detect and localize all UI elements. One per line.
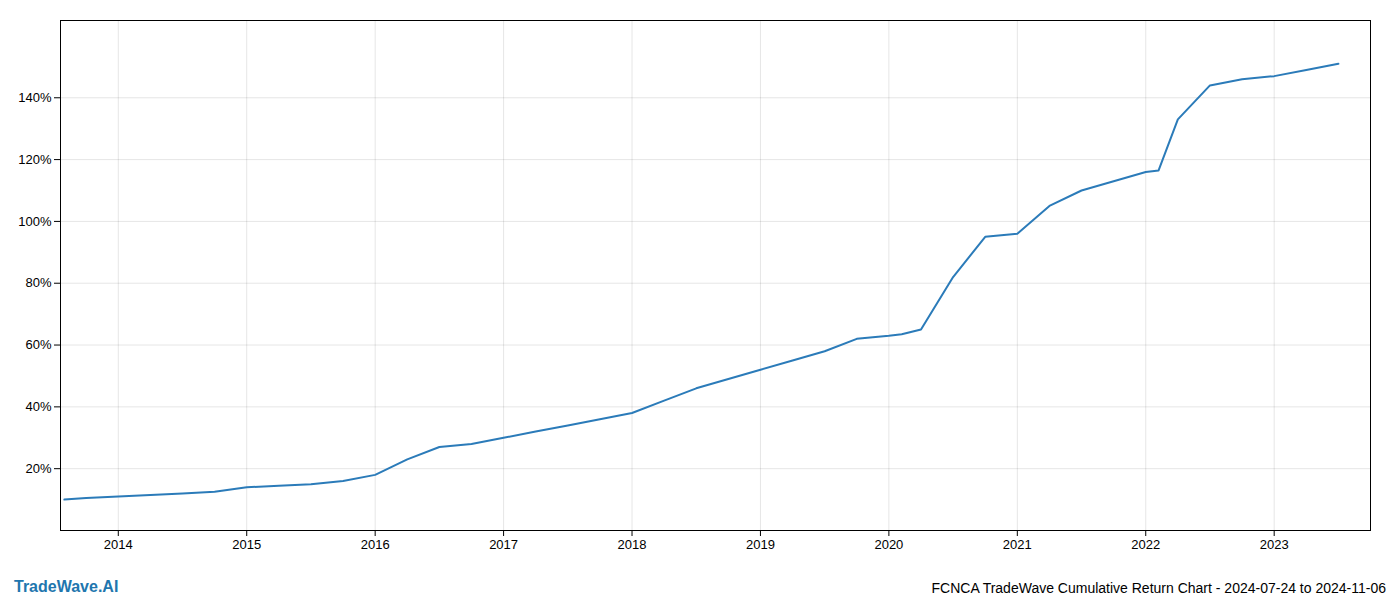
html-text:TradeWave.AI: TradeWave.AI bbox=[14, 578, 119, 595]
svg-text:20%: 20% bbox=[25, 461, 51, 476]
svg-text:2018: 2018 bbox=[618, 537, 647, 552]
svg-text:60%: 60% bbox=[25, 337, 51, 352]
svg-text:2019: 2019 bbox=[746, 537, 775, 552]
svg-text:2021: 2021 bbox=[1003, 537, 1032, 552]
svg-text:2020: 2020 bbox=[874, 537, 903, 552]
svg-text:120%: 120% bbox=[18, 152, 52, 167]
svg-text:2017: 2017 bbox=[489, 537, 518, 552]
html-text:FCNCA TradeWave Cumulative Ret: FCNCA TradeWave Cumulative Return Chart … bbox=[931, 580, 1386, 596]
svg-text:2023: 2023 bbox=[1260, 537, 1289, 552]
svg-text:80%: 80% bbox=[25, 275, 51, 290]
svg-text:140%: 140% bbox=[18, 90, 52, 105]
svg-text:2014: 2014 bbox=[104, 537, 133, 552]
svg-text:100%: 100% bbox=[18, 214, 52, 229]
svg-text:2015: 2015 bbox=[232, 537, 261, 552]
svg-text:40%: 40% bbox=[25, 399, 51, 414]
svg-text:2022: 2022 bbox=[1131, 537, 1160, 552]
svg-text:2016: 2016 bbox=[361, 537, 390, 552]
